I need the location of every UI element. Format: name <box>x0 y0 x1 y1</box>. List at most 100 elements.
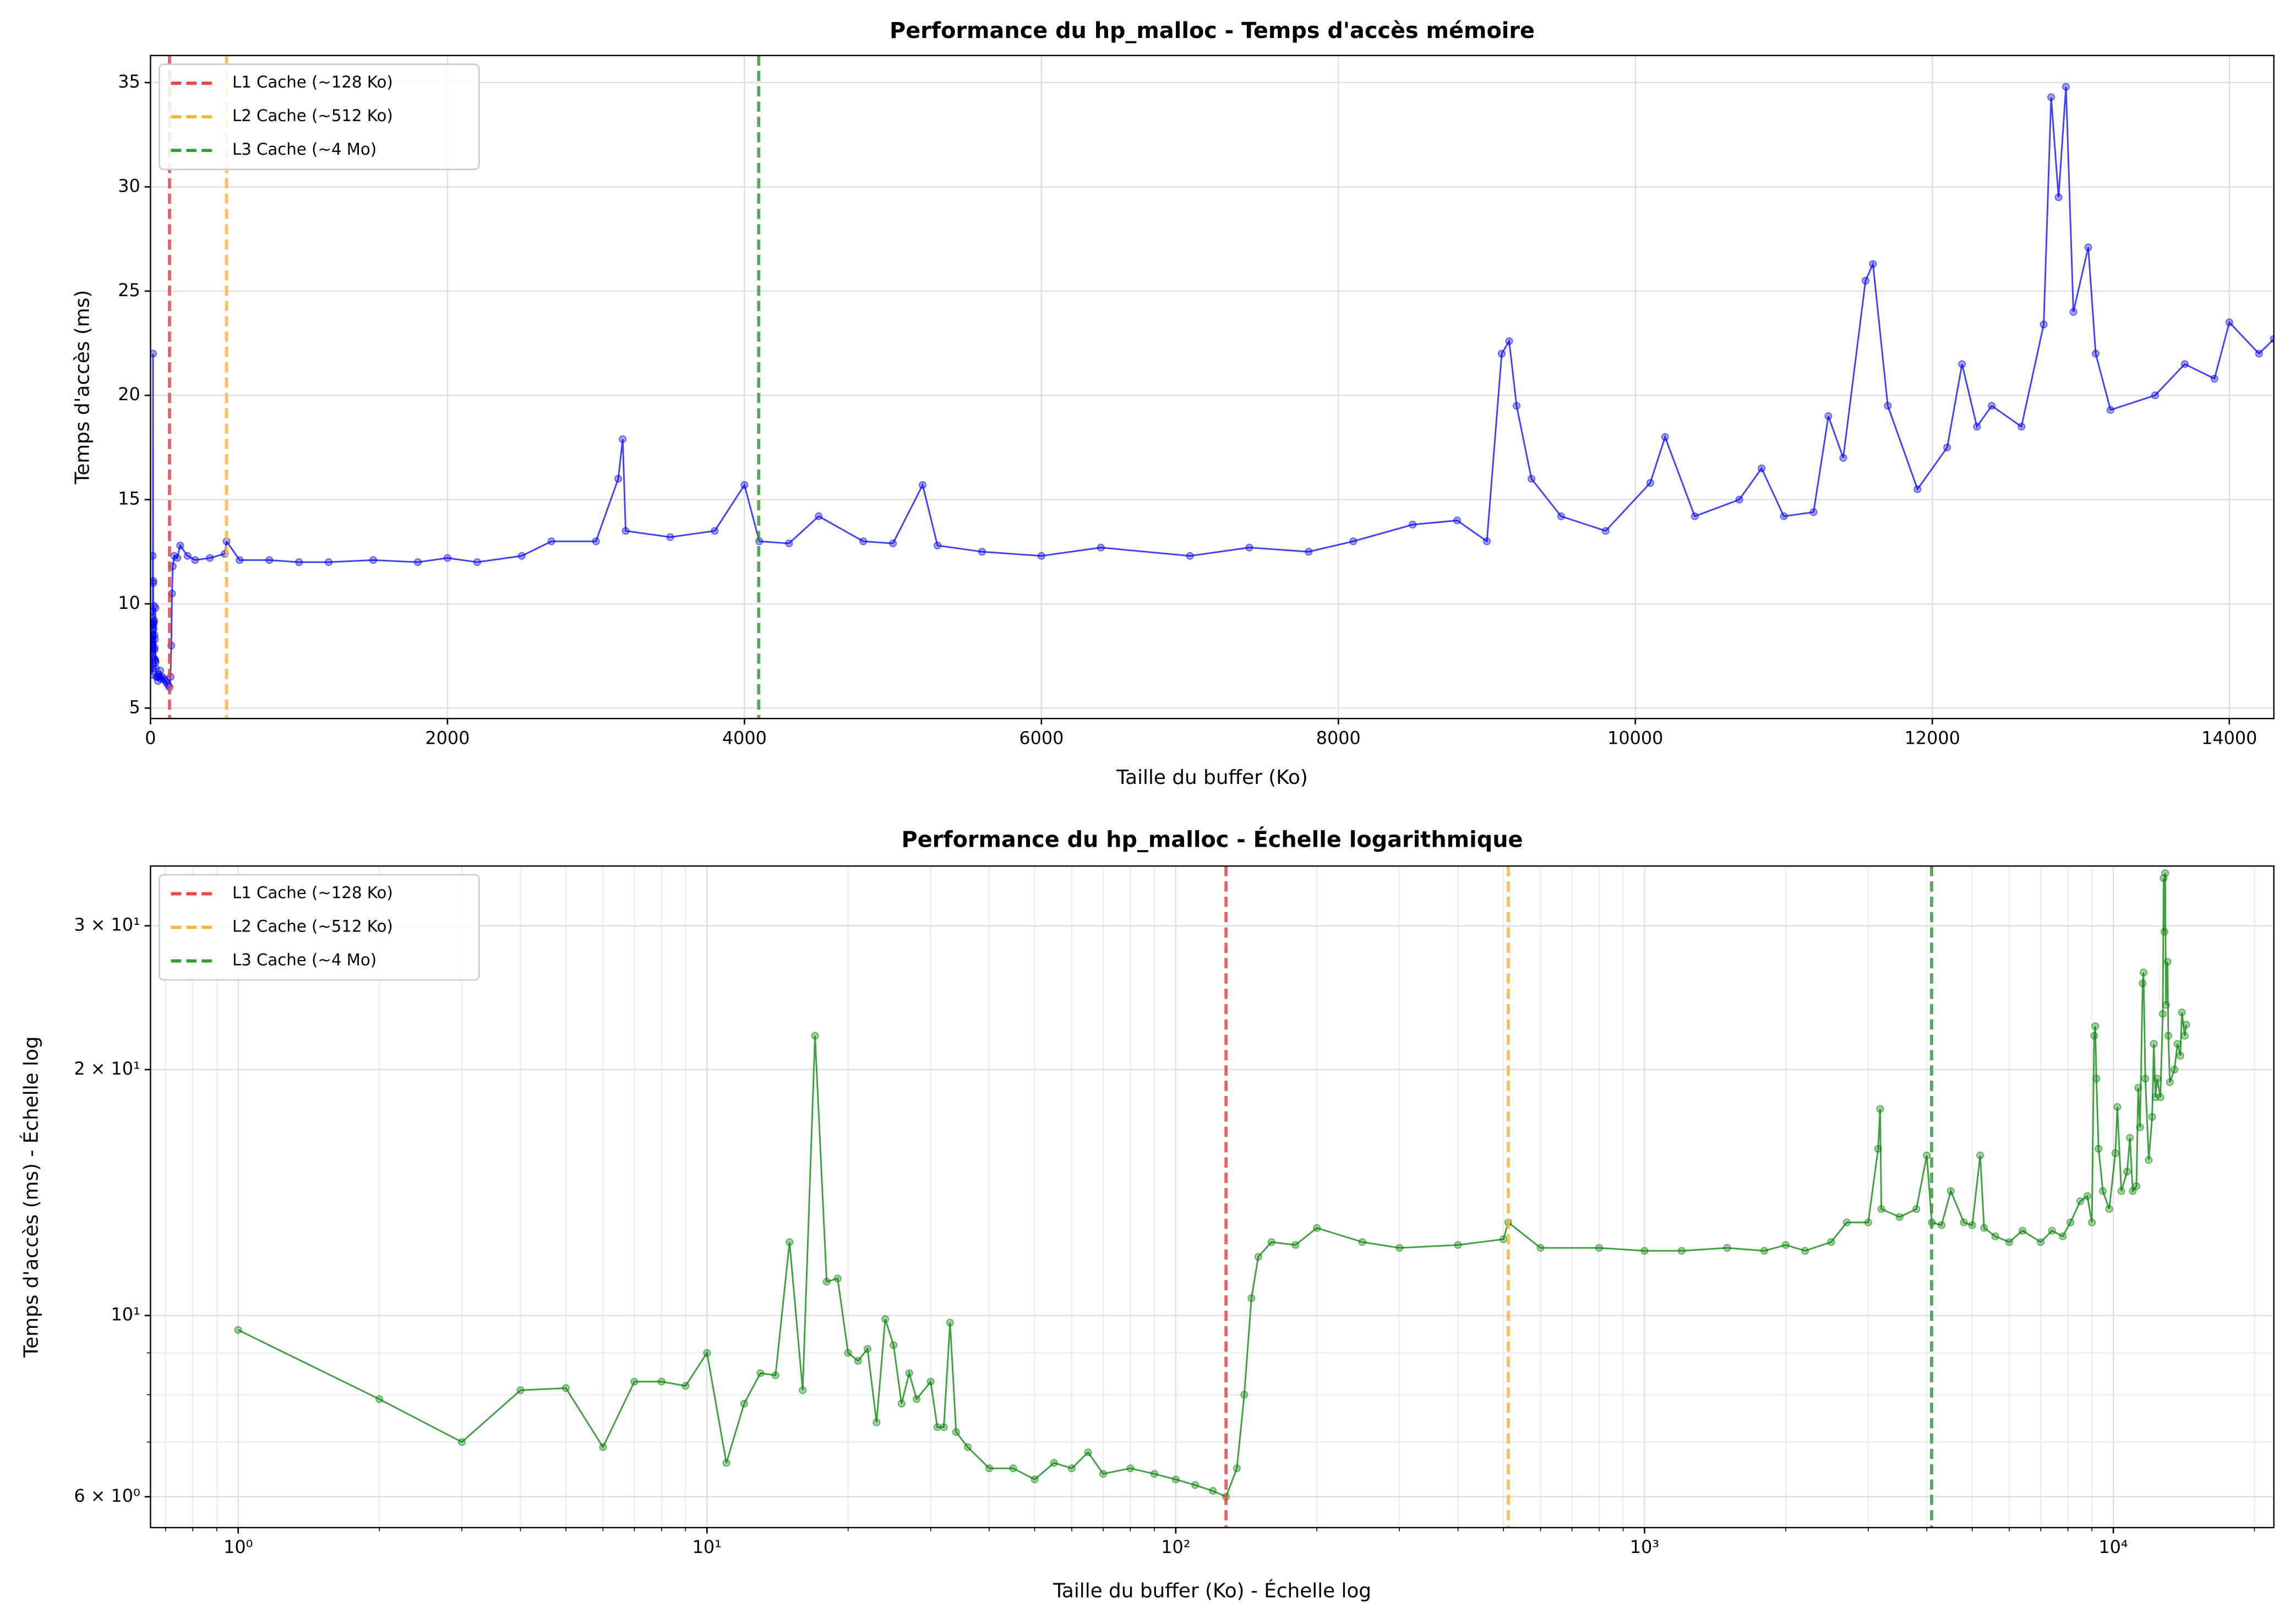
data-point <box>859 537 868 546</box>
data-point <box>2178 1008 2186 1017</box>
y-tick-label: 25 <box>118 280 140 301</box>
data-point <box>1037 552 1045 560</box>
data-point <box>703 1349 711 1357</box>
x-tick-label: 6000 <box>1019 727 1064 748</box>
data-point <box>1661 433 1669 441</box>
data-point <box>621 527 630 535</box>
data-point <box>1864 1218 1872 1227</box>
data-point <box>206 554 214 562</box>
data-point <box>2139 979 2147 988</box>
data-point <box>369 556 378 564</box>
data-point <box>1884 402 1892 410</box>
data-point <box>2145 1156 2153 1164</box>
data-point <box>681 1382 690 1390</box>
x-tick-label: 10¹ <box>693 1536 722 1557</box>
data-point <box>2225 318 2233 326</box>
data-point <box>1980 1224 1988 1232</box>
data-point <box>1171 1475 1180 1484</box>
data-point <box>1595 1244 1603 1252</box>
data-point <box>2054 193 2063 201</box>
data-point <box>2153 1075 2161 1083</box>
plot-area <box>150 55 2274 719</box>
data-point <box>152 664 160 673</box>
data-point <box>1254 1252 1262 1261</box>
data-point <box>2151 391 2159 400</box>
data-point <box>236 556 244 564</box>
data-point <box>771 1371 779 1380</box>
x-tick-label: 10² <box>1161 1536 1190 1557</box>
y-tick-label: 10 <box>118 592 140 613</box>
data-point <box>1640 1247 1649 1255</box>
data-point <box>1801 1247 1809 1255</box>
data-point <box>2148 1113 2156 1121</box>
data-point <box>1505 337 1513 345</box>
legend: L1 Cache (~128 Ko) L2 Cache (~512 Ko) L3 C… <box>158 63 480 171</box>
data-point <box>2113 1103 2122 1111</box>
data-point <box>1453 516 1462 525</box>
data-point <box>2126 1133 2134 1142</box>
data-point <box>786 1238 794 1246</box>
data-point <box>1895 1213 1904 1221</box>
chart-title: Performance du hp_malloc - Échelle logar… <box>902 827 1523 853</box>
data-point <box>2161 869 2169 878</box>
data-point <box>863 1345 871 1353</box>
x-tick-label: 4000 <box>722 727 767 748</box>
data-point <box>1512 402 1521 410</box>
data-point <box>1209 1487 1217 1495</box>
x-tick-label: 14000 <box>2201 727 2257 748</box>
data-point <box>2005 1238 2014 1246</box>
data-point <box>2134 1083 2142 1092</box>
data-point <box>1126 1464 1135 1473</box>
data-point <box>1313 1224 1321 1232</box>
data-point <box>2062 83 2070 91</box>
data-point <box>889 539 897 548</box>
data-point <box>2069 308 2078 316</box>
data-point <box>933 1423 941 1431</box>
data-point <box>1913 485 1922 493</box>
data-point <box>1760 1247 1768 1255</box>
legend-label: L3 Cache (~4 Mo) <box>232 140 377 159</box>
data-point <box>1723 1244 1731 1252</box>
data-point <box>2106 406 2114 414</box>
x-tick-label: 10000 <box>1607 727 1663 748</box>
data-point <box>666 533 674 541</box>
data-point <box>815 512 823 520</box>
x-tick-label: 0 <box>145 727 156 748</box>
data-point <box>630 1377 639 1386</box>
data-point <box>1991 1232 1999 1240</box>
data-point <box>2160 928 2168 936</box>
data-point <box>619 435 627 443</box>
data-point <box>176 541 184 549</box>
data-point <box>881 1315 890 1323</box>
data-point <box>1067 1464 1076 1473</box>
data-point <box>2099 1187 2107 1195</box>
data-point <box>2084 243 2092 252</box>
data-point <box>1827 1238 1835 1246</box>
y-tick-label: 30 <box>118 175 140 196</box>
data-point <box>150 350 157 358</box>
data-point <box>1968 1221 1976 1229</box>
data-point <box>1976 1151 1984 1159</box>
data-point <box>2095 1145 2103 1153</box>
x-tick-label: 10⁰ <box>223 1536 253 1557</box>
data-point <box>844 1349 852 1357</box>
data-point <box>2180 1032 2189 1040</box>
data-point <box>2105 1205 2113 1213</box>
data-point <box>952 1428 960 1436</box>
data-point <box>1233 1464 1241 1473</box>
data-point <box>1099 1470 1108 1478</box>
data-point <box>2092 1075 2101 1083</box>
data-point <box>2076 1197 2084 1206</box>
data-point <box>1780 512 1788 520</box>
axes-frame <box>150 865 2275 1529</box>
data-point <box>1601 527 1610 535</box>
data-point <box>183 552 192 560</box>
data-point <box>265 556 274 564</box>
data-point <box>2123 1168 2131 1176</box>
data-point <box>516 1386 525 1394</box>
data-point <box>2088 1218 2096 1227</box>
data-point <box>1150 1470 1158 1478</box>
data-point <box>1267 1238 1275 1246</box>
data-point <box>822 1278 831 1286</box>
